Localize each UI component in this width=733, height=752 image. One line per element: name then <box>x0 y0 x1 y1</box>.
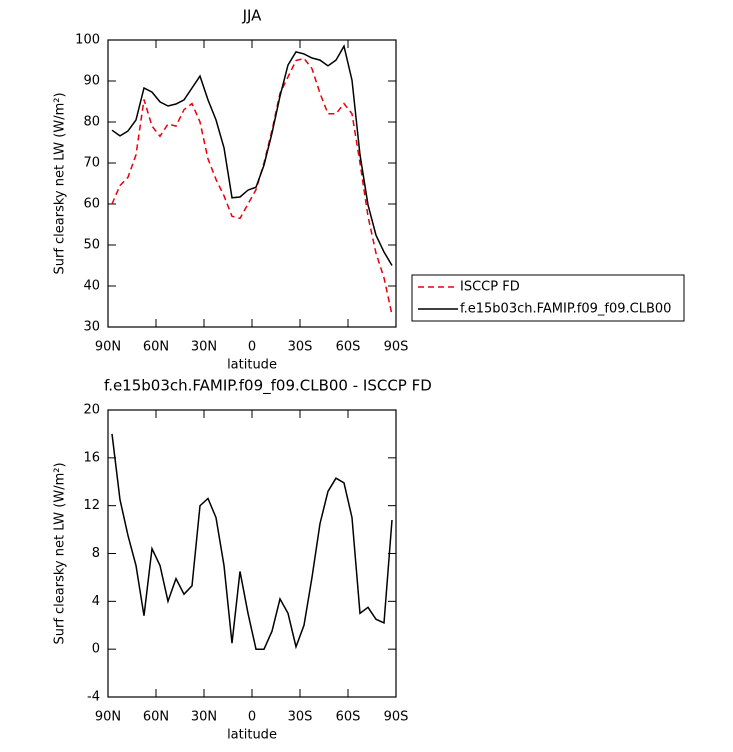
y-tick-label: 40 <box>83 279 100 294</box>
y-tick-label: -4 <box>87 690 100 705</box>
legend-box <box>411 274 685 322</box>
y-tick-label: 80 <box>83 115 100 130</box>
x-tick-label: 30N <box>191 340 217 355</box>
y-tick-label: 60 <box>83 197 100 212</box>
x-axis-label: latitude <box>227 728 277 743</box>
x-tick-label: 90S <box>384 340 409 355</box>
y-tick-label: 50 <box>83 238 100 253</box>
chart-title: f.e15b03ch.FAMIP.f09_f09.CLB00 - ISCCP F… <box>104 377 432 396</box>
legend-label: ISCCP FD <box>460 280 520 295</box>
x-tick-label: 90N <box>95 340 121 355</box>
x-tick-label: 90S <box>384 710 409 725</box>
x-tick-label: 60N <box>143 710 169 725</box>
x-tick-label: 30S <box>288 340 313 355</box>
x-tick-label: 0 <box>248 710 256 725</box>
y-tick-label: 30 <box>83 320 100 335</box>
x-tick-label: 60S <box>336 340 361 355</box>
data-line <box>111 433 393 650</box>
x-axis-label: latitude <box>227 358 277 373</box>
y-tick-label: 12 <box>83 498 100 513</box>
y-tick-label: 16 <box>83 450 100 465</box>
y-tick-label: 100 <box>75 33 100 48</box>
y-tick-label: 8 <box>92 546 100 561</box>
legend-label: f.e15b03ch.FAMIP.f09_f09.CLB00 <box>460 302 671 317</box>
y-tick-label: 70 <box>83 156 100 171</box>
x-tick-label: 90N <box>95 710 121 725</box>
y-tick-label: 0 <box>92 642 100 657</box>
data-line <box>111 57 393 315</box>
x-tick-label: 30N <box>191 710 217 725</box>
y-axis-label: Surf clearsky net LW (W/m²) <box>53 92 68 274</box>
y-tick-label: 4 <box>92 594 100 609</box>
x-tick-label: 60S <box>336 710 361 725</box>
x-tick-label: 30S <box>288 710 313 725</box>
y-tick-label: 20 <box>83 403 100 418</box>
y-axis-label: Surf clearsky net LW (W/m²) <box>53 462 68 644</box>
data-line <box>111 44 393 266</box>
plot-frame <box>107 39 397 328</box>
y-tick-label: 90 <box>83 74 100 89</box>
plot-frame <box>107 409 397 698</box>
x-tick-label: 60N <box>143 340 169 355</box>
x-tick-label: 0 <box>248 340 256 355</box>
chart-title: JJA <box>242 7 263 25</box>
